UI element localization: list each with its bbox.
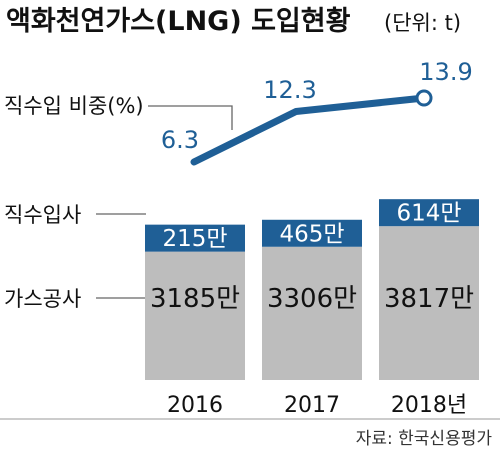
label-direct-ratio: 직수입 비중(%)	[4, 94, 144, 118]
bar-direct-2016	[145, 224, 245, 252]
chart-title: 액화천연가스(LNG) 도입현황	[6, 6, 351, 37]
data-label-kogas-2016: 3185만	[150, 284, 240, 314]
leader-line-ratio	[148, 105, 233, 130]
ratio-end-marker	[415, 89, 433, 107]
data-label-direct-2017: 465만	[279, 221, 344, 247]
ratio-line-group: 6.3 12.3 13.9	[161, 58, 473, 166]
ratio-label-2017: 12.3	[263, 76, 316, 104]
bar-group: 215만 3185만 465만 3306만 614만 3817만	[145, 199, 479, 380]
x-tick-2017: 2017	[284, 393, 340, 418]
source-note: 자료: 한국신용평가	[356, 429, 493, 449]
label-kogas: 가스공사	[4, 287, 81, 311]
x-axis-labels: 2016 2017 2018년	[167, 393, 467, 418]
bar-kogas-2017	[262, 246, 362, 380]
label-direct-importers: 직수입사	[4, 203, 81, 227]
ratio-label-2016: 6.3	[161, 126, 199, 154]
bar-kogas-2016	[145, 251, 245, 380]
chart-unit: (단위: t)	[384, 11, 461, 35]
x-tick-2016: 2016	[167, 393, 223, 418]
data-label-direct-2016: 215만	[162, 226, 227, 252]
bar-direct-2018년	[379, 199, 479, 227]
data-label-direct-2018년: 614만	[396, 201, 461, 227]
data-label-kogas-2017: 3306만	[267, 284, 357, 314]
bar-direct-2017	[262, 219, 362, 247]
ratio-line	[190, 94, 428, 166]
x-tick-2018년: 2018년	[391, 393, 467, 418]
bar-kogas-2018년	[379, 226, 479, 380]
ratio-label-2018년: 13.9	[419, 58, 472, 86]
data-label-kogas-2018년: 3817만	[384, 284, 474, 314]
